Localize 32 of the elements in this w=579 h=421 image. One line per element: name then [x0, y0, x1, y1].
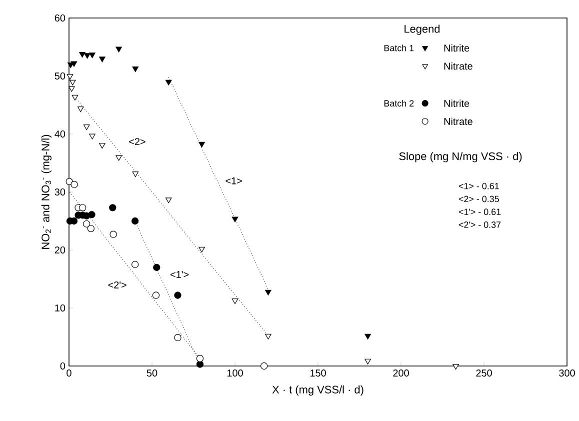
y-tick-label: 60 — [54, 14, 66, 22]
annotation: <2'> — [108, 281, 126, 288]
x-tick-label: 200 — [393, 370, 409, 377]
x-tick-label: 250 — [476, 370, 492, 377]
annotation: <1'> — [170, 271, 189, 278]
x-tick-label: 150 — [310, 370, 326, 377]
y-axis-title: NO$_{2}$$^{-}$ and NO$_{3}$$^{-}$ (mg-N/l) — [41, 134, 52, 249]
x-tick-label: 100 — [227, 370, 243, 377]
y-tick-label: 0 — [60, 362, 66, 370]
x-tick-label: 50 — [146, 370, 158, 377]
annotation: <2'> - 0.37 — [458, 222, 501, 228]
annotation: Slope (mg N/mg VSS · d) — [399, 152, 522, 162]
legend-label: Nitrite — [444, 100, 470, 107]
annotation: Batch 1 — [384, 44, 414, 52]
annotation: Batch 2 — [384, 100, 414, 107]
x-axis-title: X · t (mg VSS/l · d) — [272, 385, 364, 396]
y-tick-label: 30 — [54, 188, 66, 196]
annotation: <2> - 0.35 — [458, 196, 499, 202]
legend-label: Nitrite — [444, 44, 470, 52]
x-tick-label: 0 — [66, 370, 72, 377]
annotation: <1> - 0.61 — [458, 182, 499, 190]
annotation: <1'> - 0.61 — [458, 208, 501, 216]
annotation: <2> — [129, 138, 146, 146]
legend-label: Nitrate — [444, 62, 472, 70]
legend-label: Nitrate — [444, 118, 472, 126]
y-tick-label: 50 — [54, 72, 66, 80]
legend-title: Legend — [404, 24, 440, 35]
x-tick-label: 300 — [559, 370, 575, 377]
annotation: <1> — [226, 177, 242, 184]
y-tick-label: 20 — [54, 246, 66, 254]
y-tick-label: 40 — [54, 130, 66, 138]
y-tick-label: 10 — [55, 304, 66, 312]
